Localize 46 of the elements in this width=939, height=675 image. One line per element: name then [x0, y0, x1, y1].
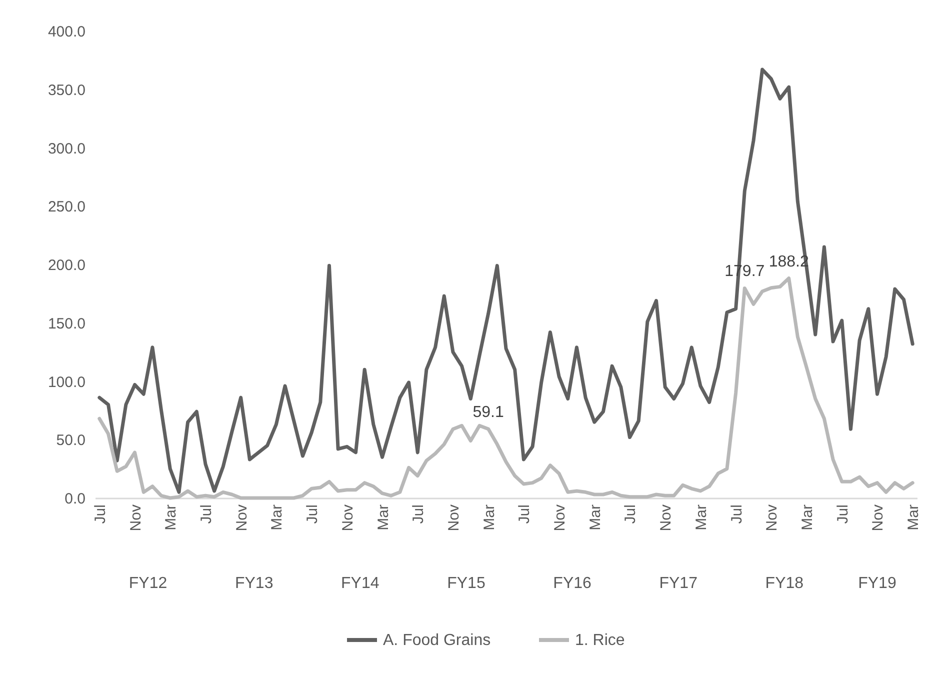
text: FY18: [765, 575, 804, 592]
x-tick-label: Nov: [870, 504, 887, 532]
x-tick-label: Nov: [764, 504, 781, 532]
data-label: 59.1: [472, 404, 504, 421]
text: FY15: [447, 575, 486, 592]
y-tick-label: 0.0: [64, 490, 86, 508]
x-tick-label: Nov: [445, 504, 462, 532]
y-tick-label: 350.0: [48, 82, 86, 99]
text: FY17: [659, 575, 698, 592]
x-tick-label: Jul: [516, 504, 534, 524]
text: FY13: [234, 575, 274, 592]
x-tick-label: Jul: [198, 504, 215, 524]
legend-label: A. Food Grains: [383, 632, 491, 649]
x-tick-label: Nov: [339, 504, 356, 532]
y-tick-label: 150.0: [48, 315, 86, 332]
x-tick-label: Nov: [658, 504, 675, 532]
x-tick-label: Nov: [552, 504, 569, 532]
x-tick-label: Jul: [304, 504, 322, 524]
text: FY19: [858, 575, 896, 592]
x-tick-label: Mar: [162, 504, 180, 530]
y-tick-label: 200.0: [48, 257, 86, 274]
x-tick-label: Mar: [692, 504, 710, 530]
x-tick-label: Mar: [480, 504, 498, 530]
text: FY14: [341, 575, 380, 592]
x-tick-label: Mar: [905, 504, 922, 530]
line-series: [98, 68, 914, 494]
x-tick-label: Nov: [233, 504, 250, 532]
x-tick-label: Jul: [410, 504, 428, 524]
x-tick-label: Nov: [127, 504, 144, 532]
y-tick-label: 400.0: [48, 24, 86, 40]
x-tick-label: Jul: [622, 504, 640, 524]
y-tick-label: 250.0: [48, 198, 86, 216]
x-tick-label: Jul: [834, 504, 852, 524]
text: FY16: [553, 575, 592, 592]
y-tick-label: 300.0: [48, 140, 86, 158]
y-tick-label: 100.0: [48, 374, 86, 391]
x-tick-label: Jul: [92, 504, 109, 524]
legend-label: 1. Rice: [575, 632, 625, 649]
x-tick-label: Mar: [374, 504, 392, 530]
x-tick-label: Mar: [799, 504, 816, 530]
x-tick-label: Mar: [268, 504, 286, 530]
x-tick-label: Mar: [586, 504, 604, 530]
x-tick-label: Jul: [728, 504, 746, 524]
y-tick-label: 50.0: [56, 432, 86, 450]
line-series: [98, 276, 914, 500]
text: FY12: [128, 575, 168, 592]
